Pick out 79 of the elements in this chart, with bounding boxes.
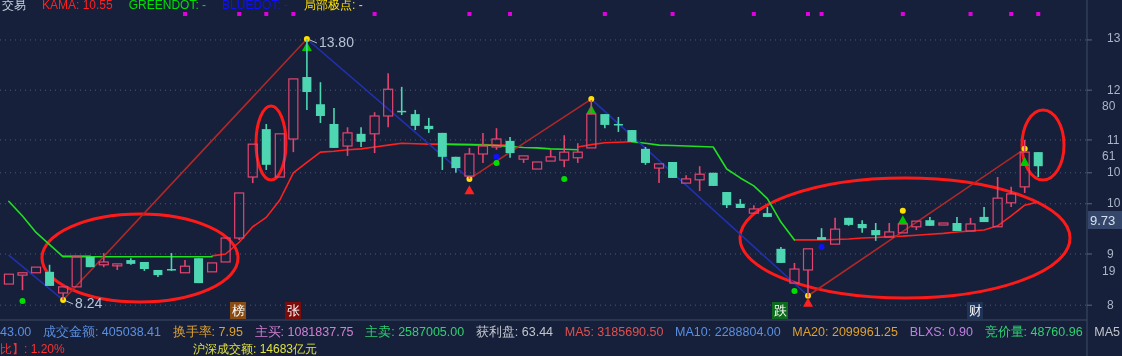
candlestick — [71, 256, 82, 288]
text: 主买: 1081837.75 — [254, 324, 354, 339]
text: 61 — [1102, 149, 1116, 163]
candlestick — [206, 262, 218, 273]
point — [791, 288, 798, 295]
text: 成交金额: 405038.41 — [42, 324, 162, 339]
point — [561, 175, 568, 182]
text: 43.00 — [0, 325, 32, 339]
text: 13 — [1107, 31, 1121, 45]
point — [899, 207, 906, 214]
candlestick — [220, 237, 231, 263]
candlestick — [58, 286, 69, 301]
text: BLXS: 0.90 — [909, 325, 973, 339]
candlestick — [274, 133, 285, 178]
candlestick — [477, 132, 489, 164]
signal: 张 — [285, 302, 301, 319]
text: 换手率: 7.95 — [172, 324, 243, 339]
candlestick — [653, 163, 665, 184]
candlestick — [30, 266, 42, 274]
candlestick — [884, 222, 895, 238]
point — [493, 153, 500, 160]
text: MA20: 2099961.25 — [792, 325, 899, 339]
candlestick — [437, 132, 447, 171]
candlestick — [179, 259, 191, 274]
candlestick — [992, 176, 1003, 228]
text: BLUEDOT: - — [222, 0, 289, 12]
candlestick — [572, 142, 583, 164]
candlestick — [505, 136, 515, 159]
candlestick — [857, 219, 867, 234]
signal: 财 — [967, 302, 983, 319]
point — [493, 159, 500, 166]
text: 9 — [1107, 247, 1114, 261]
text: 沪深成交额: 14683亿元 — [193, 342, 318, 356]
candlestick — [681, 174, 692, 184]
candlestick — [315, 81, 325, 124]
text: 80 — [1102, 99, 1116, 113]
text: 10 — [1107, 196, 1121, 210]
candlestick — [829, 217, 841, 245]
candlestick — [559, 134, 570, 168]
candlestick — [871, 222, 881, 242]
signal: 榜 — [230, 302, 246, 319]
text: 12 — [1107, 83, 1121, 97]
text: MA5 — [1094, 325, 1121, 339]
text: MA5: 3185690.50 — [564, 325, 664, 339]
candlestick — [329, 107, 339, 149]
candlestick — [1033, 151, 1043, 178]
text: 比】: 1.20% — [0, 342, 66, 356]
candlestick — [247, 143, 258, 184]
candlestick — [45, 263, 55, 287]
text: 19 — [1102, 264, 1116, 278]
point — [818, 243, 825, 250]
text: 9.73 — [1090, 213, 1116, 228]
point — [1019, 156, 1030, 166]
candlestick — [938, 222, 949, 226]
point — [19, 297, 26, 304]
text: MA10: 2288804.00 — [675, 325, 781, 339]
text: 主卖: 2587005.00 — [365, 324, 465, 339]
text: KAMA: 10.55 — [42, 0, 114, 12]
candlestick — [410, 109, 420, 131]
data-label: 13.80 — [318, 34, 355, 50]
text: 10 — [1107, 165, 1121, 179]
text: 8 — [1107, 298, 1114, 312]
text: GREENDOT: - — [128, 0, 207, 12]
point — [464, 185, 475, 195]
candlestick — [532, 161, 543, 170]
candlestick — [748, 204, 759, 214]
candlestick — [356, 126, 366, 148]
candlestick — [1006, 186, 1017, 208]
candlestick — [424, 117, 434, 134]
point — [803, 297, 813, 307]
text: 竞价量: 48760.96 — [984, 325, 1083, 339]
candlestick — [98, 252, 109, 268]
candlestick — [3, 273, 15, 285]
text: 11 — [1107, 133, 1120, 147]
text: 获利盘: 63.44 — [475, 325, 554, 339]
candlestick — [383, 72, 394, 129]
point — [588, 96, 595, 103]
data-label: 8.24 — [75, 295, 103, 311]
signal: 跌 — [772, 302, 788, 319]
